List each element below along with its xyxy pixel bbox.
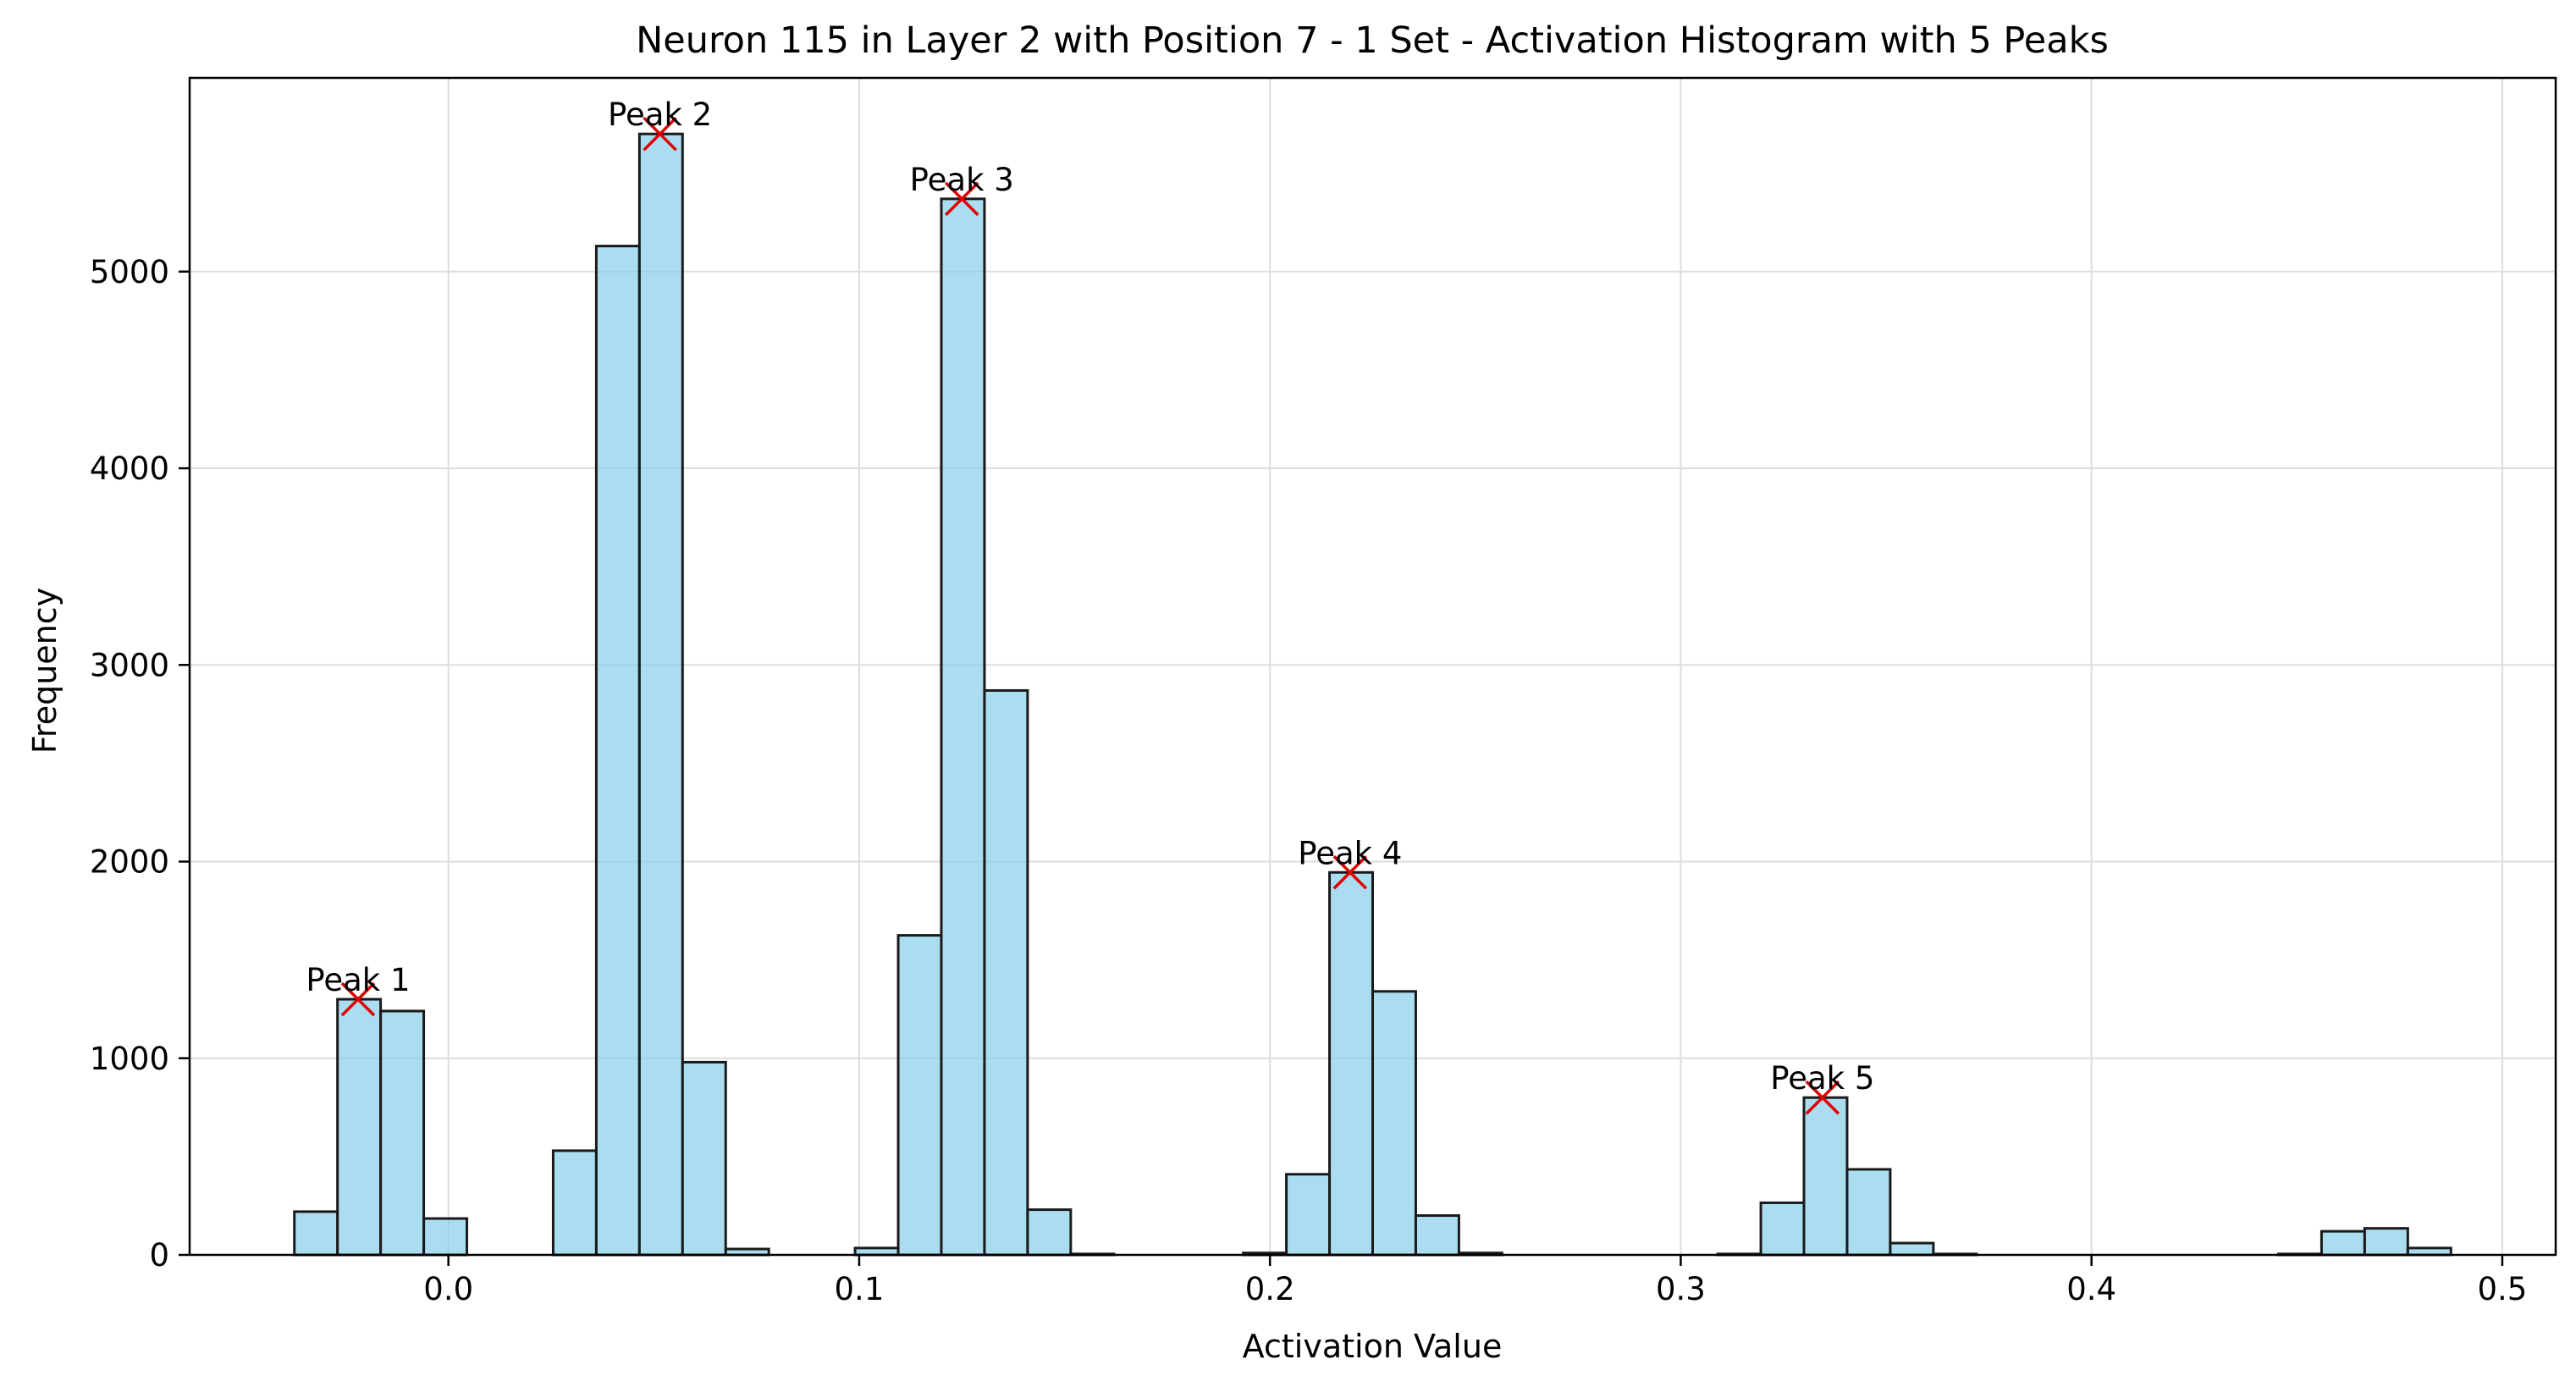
peak-label: Peak 4 [1298,835,1402,871]
histogram-bar [551,1149,598,1257]
y-tick-label: 1000 [90,1041,169,1077]
histogram-bar [983,688,1029,1257]
peak-marker [945,181,979,217]
peak-x-stroke [1332,855,1368,890]
y-tick-label: 5000 [90,254,169,290]
y-tick-label: 4000 [90,450,169,487]
x-axis-label: Activation Value [1243,1328,1503,1365]
histogram-bar [1802,1096,1849,1257]
x-tick-label: 0.5 [2477,1271,2527,1307]
peak-x-stroke [340,981,376,1017]
histogram-bar [2320,1230,2366,1257]
histogram-bar [1845,1168,1892,1257]
peak-label: Peak 2 [608,97,712,133]
histogram-bar [637,132,684,1257]
histogram-bar [940,197,986,1257]
histogram-bar [379,1009,426,1257]
histogram-bar [681,1060,727,1257]
peak-marker [1805,1080,1840,1115]
plot-frame [188,76,2557,1257]
histogram-bar [1414,1214,1460,1257]
chart-title: Neuron 115 in Layer 2 with Position 7 - … [636,19,2109,62]
histogram-bar [293,1210,339,1257]
y-axis-label: Frequency [26,588,63,754]
peak-label: Peak 1 [306,962,410,998]
peak-x-stroke [1805,1080,1840,1115]
histogram-bar [1371,990,1417,1257]
peak-marker [340,981,376,1017]
histogram-bar [2363,1227,2409,1257]
histogram-bar [594,245,641,1257]
x-tick-label: 0.1 [835,1271,885,1307]
peak-label: Peak 5 [1770,1060,1874,1097]
peak-label: Peak 3 [910,162,1014,198]
y-tick-label: 3000 [90,647,169,683]
x-tick-label: 0.3 [1656,1271,1706,1307]
histogram-bar [1285,1173,1332,1257]
peak-x-stroke [643,116,677,152]
y-tick-label: 2000 [90,844,169,881]
x-tick-label: 0.2 [1245,1271,1295,1307]
histogram-bar [896,934,943,1257]
peak-markers: Peak 1 Peak 2 Peak 3 Peak 4 Peak 5 [306,97,1874,1115]
y-tick-label: 0 [149,1237,169,1274]
histogram-bar [1026,1208,1073,1257]
histogram-bar [1889,1241,1935,1257]
peak-marker [643,116,677,152]
histogram-bars [293,132,2452,1257]
x-tick-label: 0.4 [2066,1271,2116,1307]
histogram-bar [1759,1201,1806,1257]
x-axis-ticks: 0.0 0.1 0.2 0.3 0.4 0.5 [423,1255,2527,1307]
peak-x-stroke [945,181,979,217]
histogram-bar [422,1217,469,1257]
y-axis-ticks: 0 1000 2000 3000 4000 5000 [90,254,190,1274]
histogram-bar [336,997,383,1257]
peak-marker [1332,855,1368,890]
histogram-bar [1328,870,1374,1257]
x-tick-label: 0.0 [423,1271,473,1307]
